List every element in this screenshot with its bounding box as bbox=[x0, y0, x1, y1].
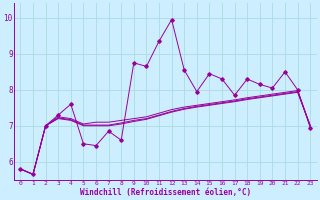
X-axis label: Windchill (Refroidissement éolien,°C): Windchill (Refroidissement éolien,°C) bbox=[80, 188, 251, 197]
